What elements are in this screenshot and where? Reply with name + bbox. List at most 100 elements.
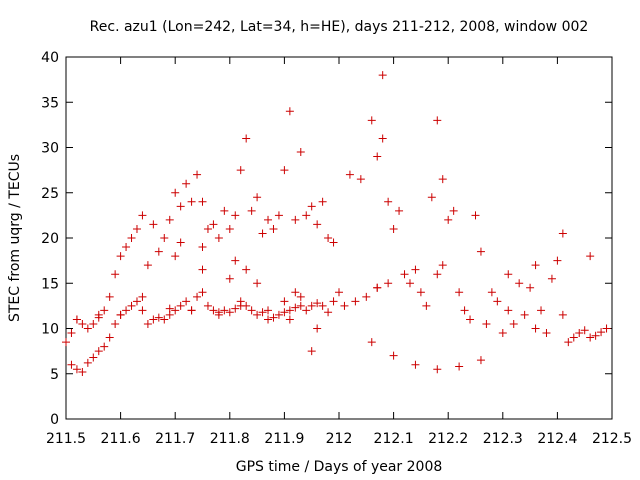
data-point — [296, 301, 305, 310]
data-point — [324, 234, 333, 242]
data-point — [198, 288, 207, 297]
data-point — [94, 313, 103, 322]
data-point — [236, 166, 245, 175]
points-layer — [62, 71, 611, 376]
data-point — [476, 247, 485, 256]
data-point — [116, 252, 125, 261]
x-tick-label: 212.1 — [374, 431, 414, 447]
data-point — [171, 252, 180, 261]
data-point — [253, 279, 262, 288]
data-point — [433, 270, 442, 279]
data-point — [356, 175, 365, 184]
data-point — [269, 224, 278, 233]
data-point — [143, 261, 152, 270]
data-point — [242, 265, 251, 274]
data-point — [176, 301, 185, 310]
data-point — [209, 306, 218, 315]
data-point — [411, 360, 420, 369]
data-point — [264, 215, 273, 224]
data-point — [280, 166, 289, 175]
data-point — [182, 179, 191, 188]
data-point — [395, 206, 404, 215]
data-point — [165, 304, 174, 313]
data-point — [340, 301, 349, 310]
data-point — [564, 338, 573, 347]
data-point — [313, 324, 322, 333]
data-point — [122, 306, 131, 315]
data-point — [149, 220, 158, 229]
data-point — [433, 365, 442, 374]
data-point — [384, 279, 393, 288]
data-point — [264, 306, 273, 315]
data-point — [280, 297, 289, 306]
data-point — [329, 297, 338, 306]
data-point — [313, 299, 322, 308]
data-point — [127, 234, 136, 242]
x-tick-label: 212.3 — [483, 431, 523, 447]
data-point — [225, 308, 234, 317]
data-point — [553, 256, 562, 265]
data-point — [378, 134, 387, 143]
data-point — [154, 313, 163, 322]
data-point — [345, 170, 354, 179]
data-point — [373, 283, 382, 292]
data-point — [160, 315, 169, 324]
data-point — [291, 303, 300, 312]
data-point — [214, 308, 223, 317]
data-point — [373, 152, 382, 161]
y-tick-label: 5 — [50, 367, 59, 383]
data-point — [597, 328, 606, 337]
data-point — [389, 224, 398, 233]
data-point — [258, 308, 267, 317]
data-point — [89, 319, 98, 328]
data-point — [231, 304, 240, 313]
data-point — [335, 288, 343, 297]
data-point — [302, 306, 311, 315]
data-point — [291, 288, 300, 297]
data-point — [154, 247, 163, 256]
data-point — [471, 211, 480, 220]
data-point — [307, 301, 316, 310]
data-point — [351, 297, 360, 306]
data-point — [476, 356, 485, 365]
data-point — [547, 274, 556, 283]
data-point — [253, 310, 262, 319]
y-tick-label: 25 — [41, 186, 59, 202]
data-point — [203, 224, 212, 233]
data-point — [182, 297, 191, 306]
data-point — [318, 301, 327, 310]
data-point — [313, 220, 322, 229]
data-point — [127, 301, 136, 310]
data-point — [378, 71, 387, 80]
y-tick-label: 0 — [50, 412, 59, 428]
data-point — [209, 220, 218, 229]
data-point — [149, 315, 158, 324]
data-point — [78, 367, 87, 376]
data-point — [83, 324, 92, 333]
data-point — [602, 324, 611, 333]
data-point — [83, 358, 92, 367]
data-point — [193, 292, 202, 301]
data-point — [253, 193, 262, 202]
plot-frame — [65, 56, 613, 420]
chart-title: Rec. azu1 (Lon=242, Lat=34, h=HE), days … — [90, 19, 589, 35]
y-tick-label: 30 — [41, 141, 59, 157]
data-point — [318, 197, 327, 206]
data-point — [411, 265, 420, 274]
x-axis-label: GPS time / Days of year 2008 — [236, 459, 443, 475]
data-point — [138, 306, 147, 315]
x-tick-label: 211.9 — [264, 431, 304, 447]
x-tick-label: 212.2 — [428, 431, 468, 447]
data-point — [515, 279, 524, 288]
data-point — [143, 319, 152, 328]
data-point — [586, 252, 595, 261]
data-point — [171, 188, 180, 197]
data-point — [296, 148, 305, 157]
data-point — [105, 333, 114, 342]
data-point — [132, 297, 141, 306]
data-point — [504, 306, 513, 315]
data-point — [466, 315, 475, 324]
data-point — [231, 211, 240, 220]
data-point — [460, 306, 469, 315]
